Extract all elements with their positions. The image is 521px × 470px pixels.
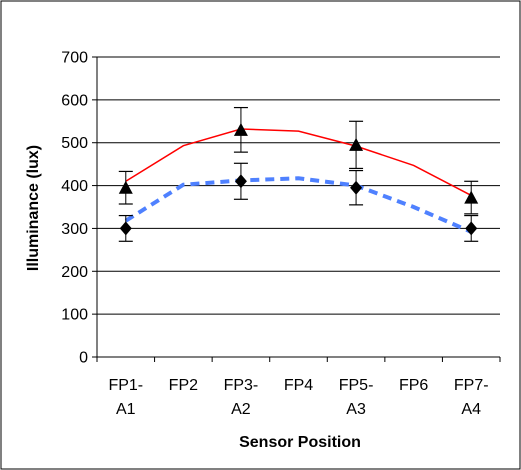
x-tick-label: FP6 [399, 377, 428, 394]
x-tick-label-group: FP7- A4 [454, 377, 489, 418]
y-tick-labels: 0 100 200 300 400 500 600 700 [61, 50, 88, 367]
y-tick-label: 0 [79, 350, 88, 367]
x-tick-label: FP2 [169, 377, 198, 394]
x-tick-label: A2 [231, 401, 251, 418]
y-tick-label: 600 [61, 92, 88, 109]
x-tick-label-group: FP4 [284, 377, 313, 394]
axes [92, 56, 501, 362]
y-tick-label: 200 [61, 264, 88, 281]
y-tick-label: 700 [61, 50, 88, 67]
y-tick-label: 400 [61, 178, 88, 195]
series-line-dashed [124, 176, 473, 234]
x-tick-label-group: FP3- A2 [224, 377, 259, 418]
x-tick-label: FP1- [108, 377, 143, 394]
x-tick-labels: FP1- A1 FP2 FP3- A2 FP4 FP5- A3 FP6 FP7- A4 [108, 377, 488, 418]
x-tick-label: A4 [461, 401, 481, 418]
y-tick-label: 100 [61, 307, 88, 324]
triangle-marker [118, 180, 133, 194]
diamond-marker [350, 180, 363, 195]
x-tick-label: FP4 [284, 377, 313, 394]
triangle-marker [349, 137, 364, 151]
grid-lines [97, 56, 500, 315]
triangle-marker [464, 190, 479, 204]
series [124, 128, 473, 234]
x-tick-label: FP7- [454, 377, 489, 394]
x-tick-label: FP3- [224, 377, 259, 394]
x-tick-label-group: FP5- A3 [339, 377, 374, 418]
x-tick-label-group: FP1- A1 [108, 377, 143, 418]
x-tick-label-group: FP2 [169, 377, 198, 394]
x-tick-label: A3 [346, 401, 366, 418]
diamond-marker [465, 221, 478, 236]
x-tick-label: A1 [116, 401, 136, 418]
x-tick-label: FP5- [339, 377, 374, 394]
diamond-marker [119, 221, 132, 236]
diamond-marker [234, 174, 247, 189]
y-tick-label: 500 [61, 135, 88, 152]
x-axis-title: Sensor Position [239, 434, 361, 451]
markers [118, 106, 479, 242]
x-tick-label-group: FP6 [399, 377, 428, 394]
series-line-solid [125, 128, 472, 197]
y-axis-title: Illuminance (lux) [25, 145, 42, 271]
triangle-marker [233, 122, 248, 136]
y-tick-label: 300 [61, 221, 88, 238]
